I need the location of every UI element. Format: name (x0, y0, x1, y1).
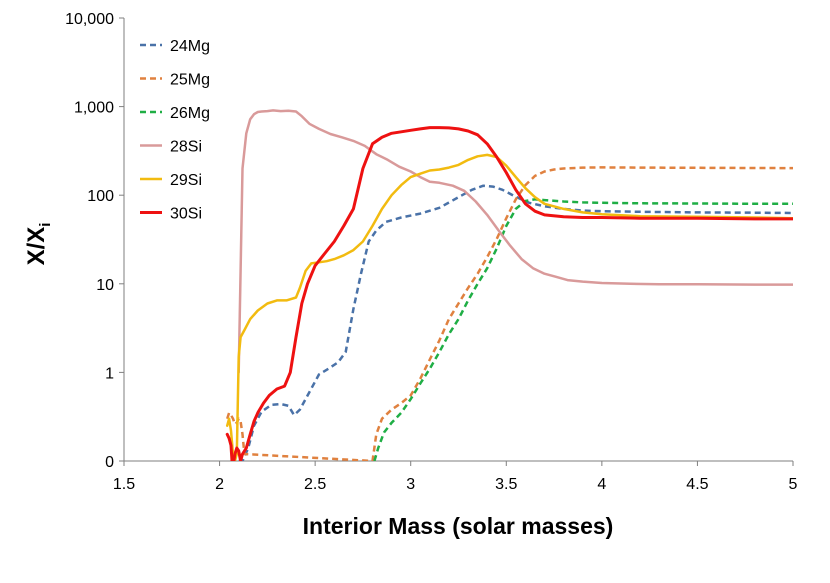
legend-label-26mg: 26Mg (170, 105, 210, 122)
x-tick-label: 4.5 (686, 476, 708, 493)
y-tick-label: 1,000 (74, 100, 114, 117)
y-axis-title: X/Xi (23, 223, 54, 266)
x-axis-title: Interior Mass (solar masses) (303, 513, 614, 539)
series-line-24mg (238, 184, 793, 461)
x-tick-label: 3.5 (495, 476, 517, 493)
legend-label-28si: 28Si (170, 139, 202, 156)
x-tick-label: 2 (215, 476, 224, 493)
legend-label-24mg: 24Mg (170, 38, 210, 55)
legend: 24Mg 25Mg 26Mg 28Si 29Si 30Si (140, 38, 210, 223)
x-tick-label: 5 (789, 476, 798, 493)
y-axis-title-main: X/X (23, 227, 50, 266)
x-tick-label: 3 (406, 476, 415, 493)
series-lines (225, 109, 793, 461)
ticks: 1.5 2 2.5 3 3.5 4 4.5 5 0 1 10 100 1,000 10,000 (65, 11, 797, 493)
axes (123, 18, 793, 462)
legend-label-29si: 29Si (170, 172, 202, 189)
x-tick-label: 1.5 (113, 476, 135, 493)
x-tick-label: 4 (597, 476, 606, 493)
y-tick-label: 10 (96, 277, 114, 294)
y-tick-label: 1 (105, 365, 114, 382)
series-line-29si (225, 153, 793, 461)
series-line-28si (237, 109, 793, 374)
series-line-25mg (226, 166, 793, 461)
y-tick-label: 10,000 (65, 11, 114, 28)
x-tick-label: 2.5 (304, 476, 326, 493)
y-tick-label: 0 (105, 454, 114, 471)
series-line-30si (225, 126, 793, 461)
y-axis-title-subscript: i (37, 223, 54, 227)
legend-label-25mg: 25Mg (170, 72, 210, 89)
series-line-26mg (373, 198, 793, 461)
legend-label-30si: 30Si (170, 206, 202, 223)
y-tick-label: 100 (87, 188, 114, 205)
